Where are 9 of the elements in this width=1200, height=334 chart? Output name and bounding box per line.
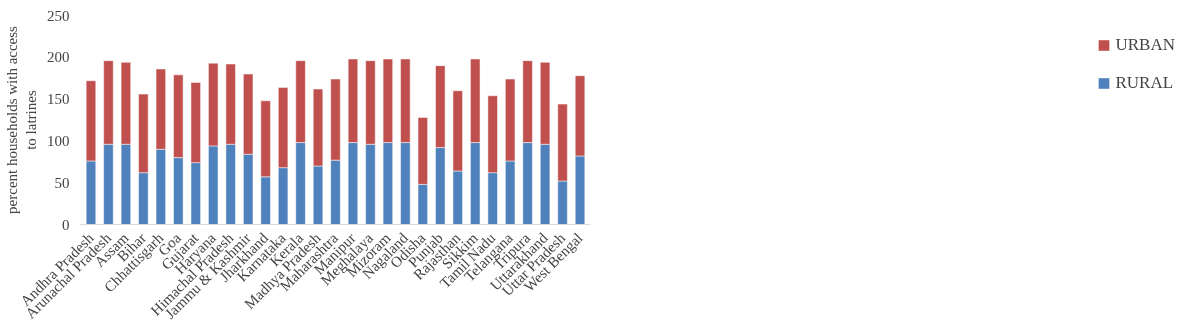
y-tick-label: 0 <box>62 216 70 233</box>
legend-label: RURAL <box>1115 73 1174 93</box>
y-tick-label: 100 <box>47 132 70 149</box>
y-tick-label: 50 <box>54 174 70 191</box>
legend-label: URBAN <box>1115 35 1175 55</box>
y-axis-title: percent households with access to latrines <box>3 25 39 214</box>
y-tick-label: 250 <box>47 7 70 24</box>
y-tick-label: 200 <box>47 49 70 66</box>
y-tick-label: 150 <box>47 91 70 108</box>
